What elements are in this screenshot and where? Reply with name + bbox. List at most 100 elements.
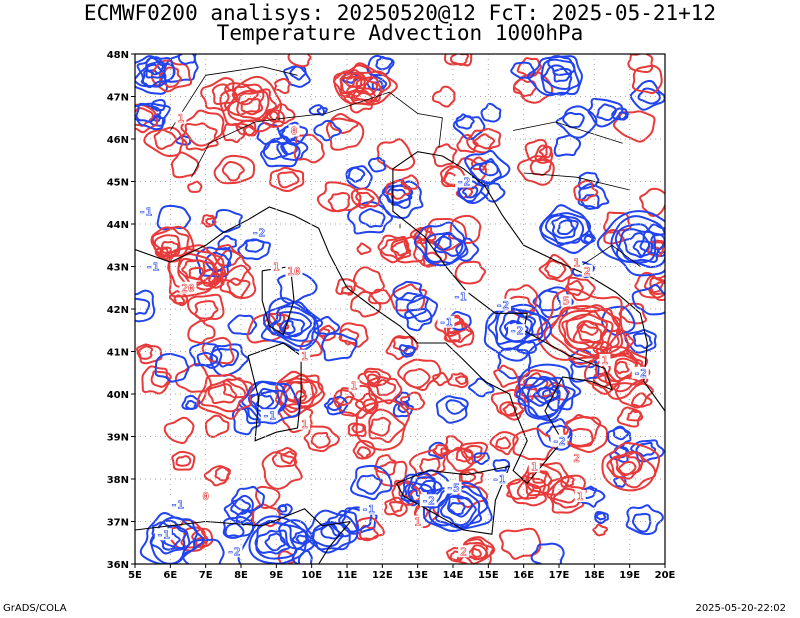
contour-label: 0 [291, 125, 298, 138]
cold-advection-contour [467, 377, 495, 398]
warm-advection-contour [153, 128, 178, 150]
warm-advection-contour [466, 127, 502, 154]
warm-advection-contour [363, 367, 392, 388]
contour-label: 1 [531, 460, 538, 473]
warm-advection-core [576, 320, 607, 343]
warm-advection-contour [447, 322, 475, 348]
cold-advection-contour [347, 201, 393, 235]
y-tick-label: 42N [107, 305, 129, 316]
cold-advection-contour [210, 347, 240, 368]
warm-advection-contour [454, 375, 468, 385]
warm-advection-contour [180, 122, 219, 151]
cold-advection-contour [177, 54, 197, 65]
x-tick-label: 19E [619, 570, 640, 581]
cold-advection-contour [313, 315, 341, 336]
cold-advection-contour [135, 102, 162, 123]
warm-advection-core [219, 75, 282, 133]
warm-advection-contour [175, 455, 192, 467]
cold-advection-contour [607, 426, 632, 448]
cold-advection-contour [510, 61, 536, 80]
warm-advection-core [153, 234, 181, 257]
warm-advection-core [456, 538, 494, 564]
contour-label-bg [270, 260, 282, 273]
contour-label: -2 [227, 545, 240, 558]
warm-advection-contour [180, 109, 225, 147]
warm-advection-contour [293, 133, 325, 164]
warm-advection-contour [136, 345, 154, 360]
contour-label: 2 [460, 545, 467, 558]
contour-label: 1 [301, 418, 308, 431]
y-tick-label: 39N [107, 433, 129, 444]
x-tick-label: 6E [163, 570, 177, 581]
cold-advection-contour [323, 395, 349, 416]
warm-advection-contour [493, 364, 520, 388]
warm-advection-core [613, 357, 638, 380]
x-tick-label: 11E [337, 570, 358, 581]
warm-advection-contour [498, 527, 542, 560]
warm-advection-contour [390, 235, 427, 264]
contour-label-bg [285, 264, 303, 277]
warm-advection-core [565, 313, 608, 344]
cold-advection-contour [154, 352, 190, 383]
cold-advection-contour [321, 332, 358, 362]
y-tick-label: 48N [107, 50, 129, 61]
cold-advection-core [260, 297, 320, 352]
warm-advection-contour [400, 174, 420, 190]
cold-advection-contour [367, 156, 387, 173]
warm-advection-contour [327, 192, 351, 213]
contour-label: 2 [573, 452, 580, 465]
warm-advection-contour [502, 403, 518, 417]
cold-advection-core [469, 158, 502, 184]
cold-advection-contour [204, 251, 232, 273]
contour-label: 1 [178, 112, 185, 125]
warm-advection-core [614, 360, 630, 375]
cold-advection-contour [629, 79, 665, 111]
x-tick-label: 8E [234, 570, 248, 581]
cold-advection-contour [452, 115, 486, 141]
cold-advection-contour [135, 289, 156, 323]
cold-advection-core [149, 519, 191, 555]
contour-label-bg [260, 409, 278, 422]
contour-label: -5 [446, 482, 459, 495]
warm-advection-contour [287, 54, 312, 68]
contour-label: -1 [171, 499, 185, 512]
cold-advection-contour [217, 234, 237, 251]
cold-advection-contour [595, 512, 607, 521]
cold-advection-core [145, 56, 166, 79]
cold-advection-core [483, 308, 552, 362]
cold-advection-contour [244, 238, 265, 253]
contour-label-bg [571, 256, 583, 269]
contour-label-bg [419, 494, 437, 507]
warm-advection-contour [350, 290, 382, 318]
warm-advection-contour [226, 277, 251, 299]
warm-advection-contour [443, 329, 461, 343]
cold-advection-contour [516, 340, 538, 355]
warm-advection-core [240, 97, 264, 116]
contour-label-bg [631, 366, 649, 379]
warm-advection-core [579, 320, 599, 336]
cold-advection-core [304, 509, 359, 554]
cold-advection-contour [596, 103, 617, 122]
cold-advection-contour [230, 498, 252, 516]
warm-advection-contour [367, 288, 391, 305]
warm-advection-contour [362, 398, 377, 412]
warm-advection-contour [356, 242, 372, 256]
cold-advection-core [540, 58, 580, 96]
cold-advection-core [282, 317, 306, 338]
contour-label-bg [508, 324, 526, 337]
contour-label: -1 [263, 409, 277, 422]
cold-advection-core [447, 501, 466, 516]
x-tick-label: 15E [478, 570, 499, 581]
contour-label: -2 [496, 299, 509, 312]
warm-advection-contour [271, 446, 298, 468]
warm-advection-contour [352, 439, 376, 460]
contour-label-bg [599, 354, 611, 366]
warm-advection-contour [358, 524, 379, 542]
cold-advection-contour [175, 135, 192, 146]
warm-advection-core [160, 240, 180, 254]
coastline [396, 465, 511, 535]
political-border [579, 244, 641, 267]
cold-advection-contour [631, 512, 652, 533]
cold-advection-core [433, 235, 452, 251]
cold-advection-core [539, 212, 592, 245]
